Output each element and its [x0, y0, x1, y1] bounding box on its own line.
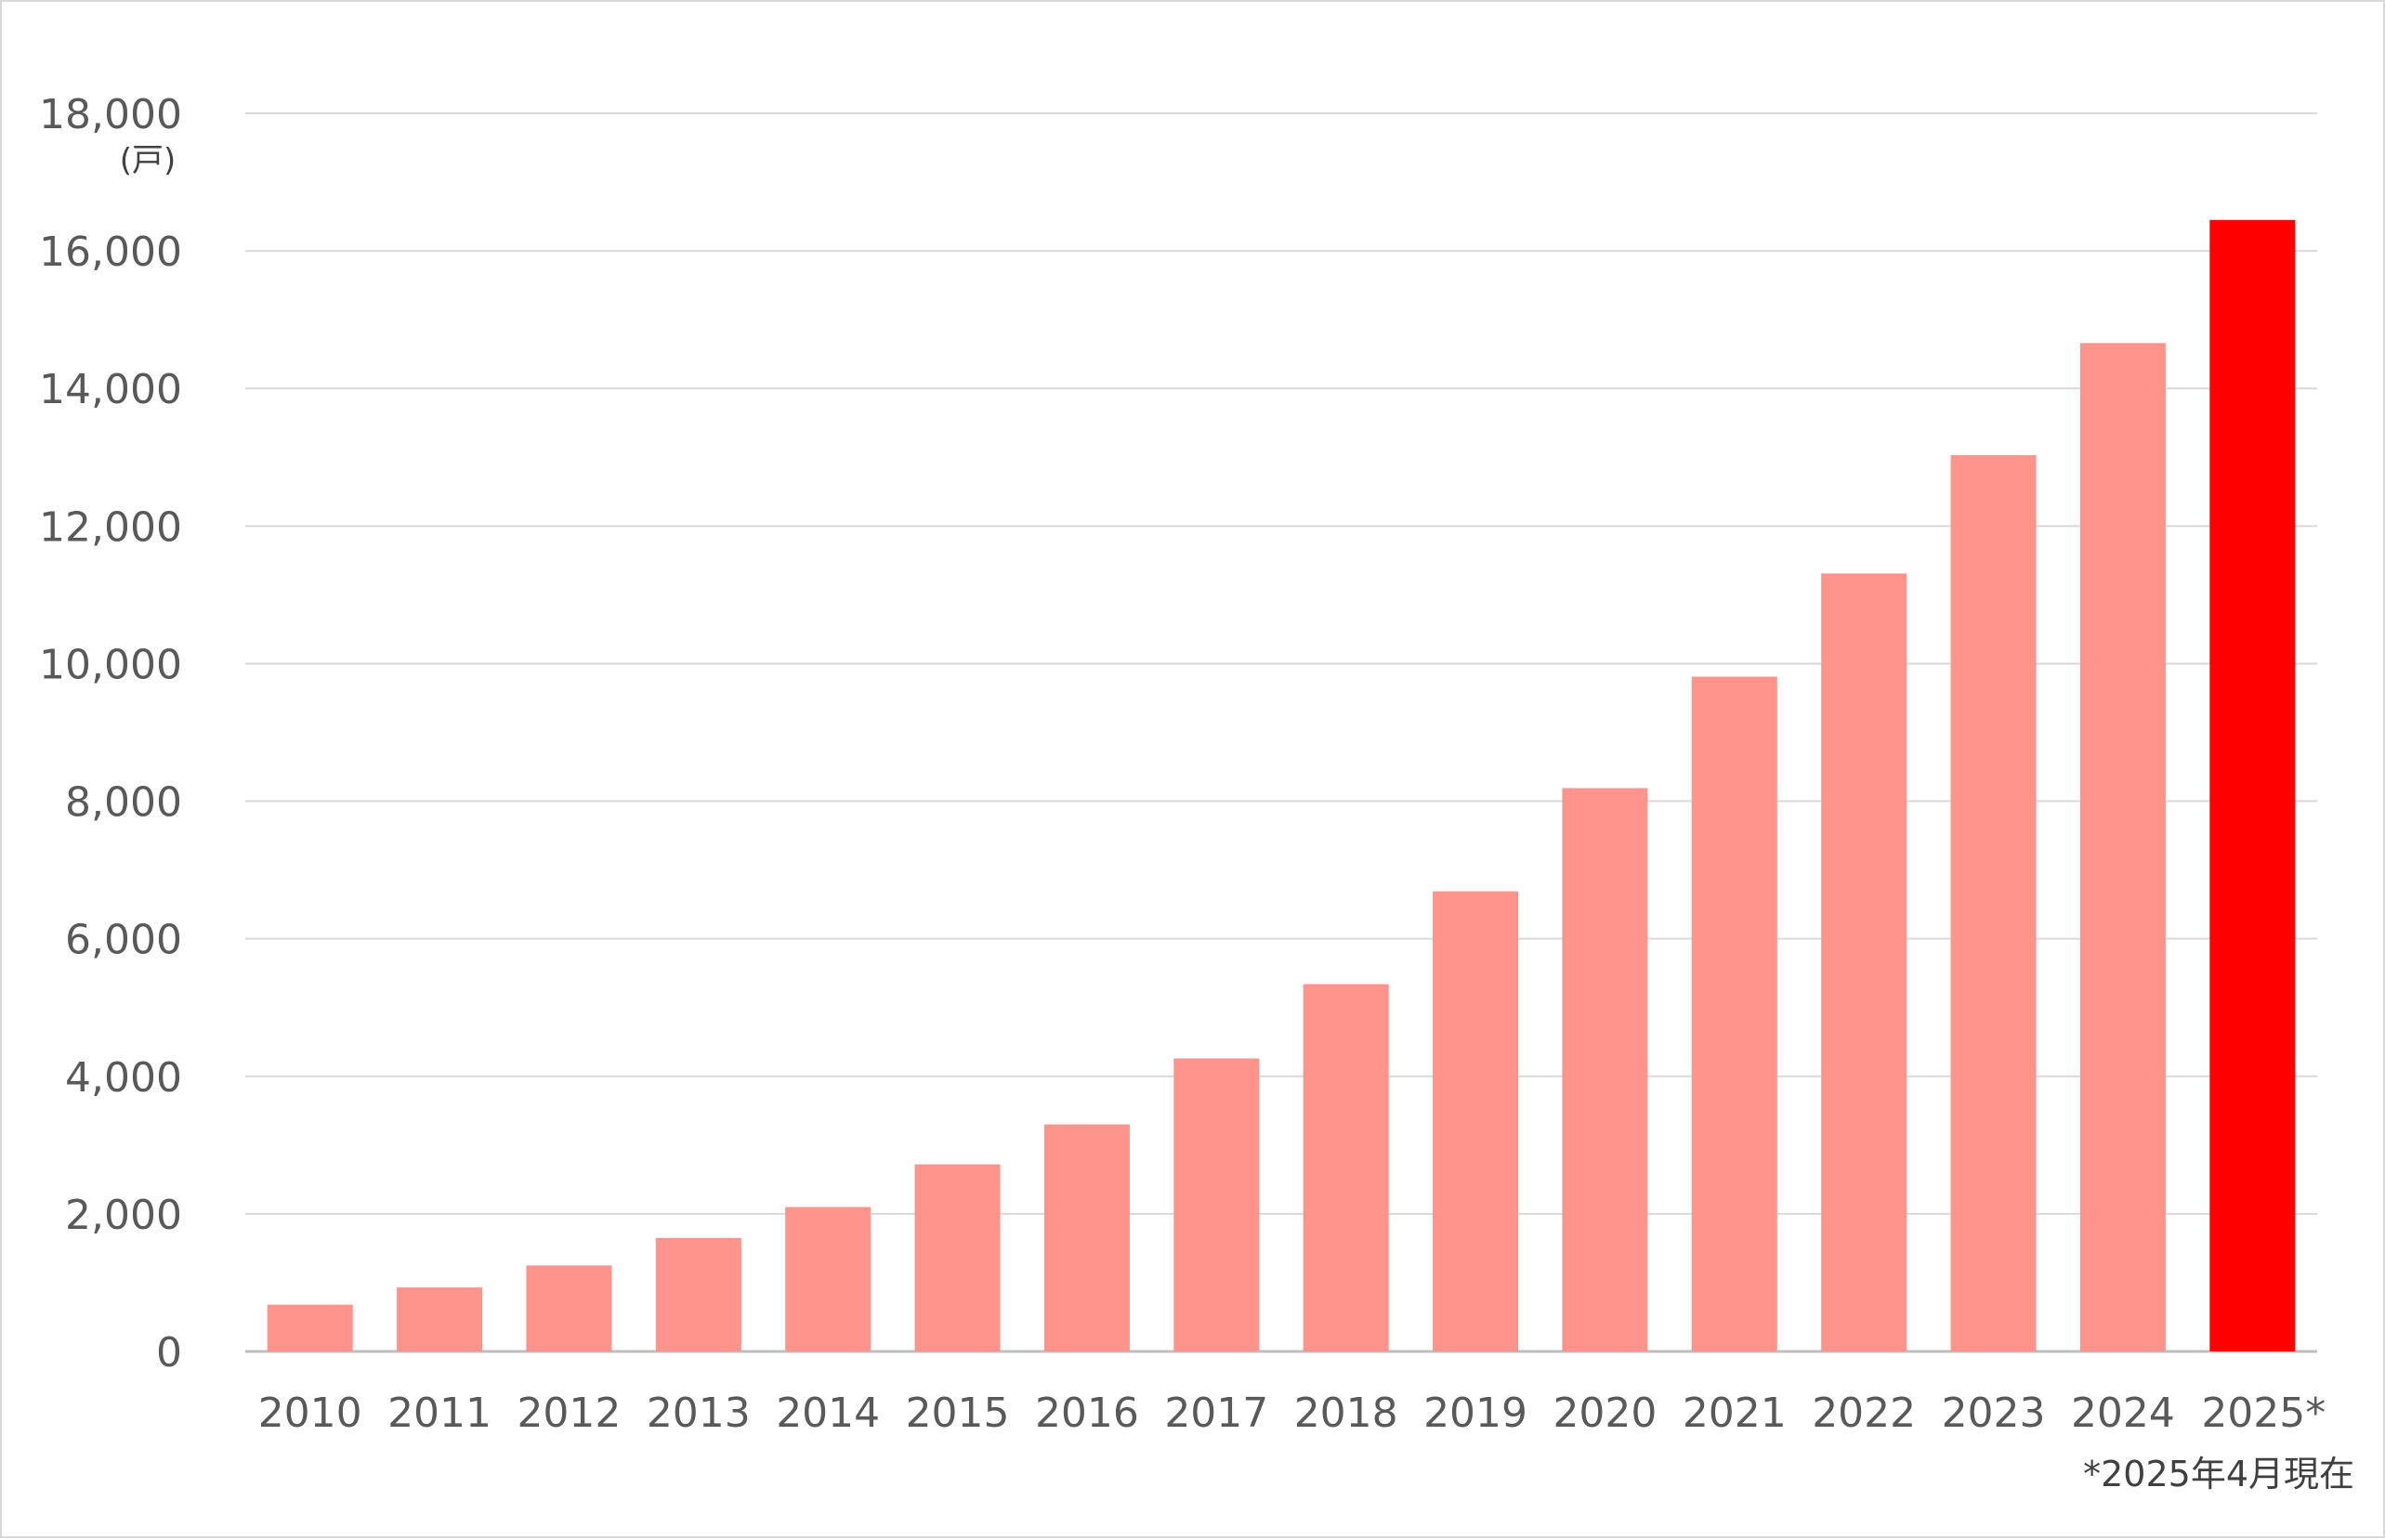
y-tick-label: 8,000 [65, 779, 182, 827]
x-tick-label: 2020 [1553, 1390, 1657, 1437]
bar-2010 [267, 1304, 353, 1351]
x-tick-label: 2016 [1035, 1390, 1139, 1437]
bar-2013 [655, 1237, 741, 1351]
x-axis-ticks: 2010 2011 2012 2013 2014 2015 2016 2017 2018 2019… [258, 1390, 2326, 1437]
bar-2020 [1562, 788, 1648, 1351]
y-tick-label: 14,000 [39, 366, 182, 413]
bar-2018 [1303, 984, 1389, 1351]
x-tick-label: 2023 [1942, 1390, 2046, 1437]
y-tick-label: 4,000 [65, 1054, 182, 1102]
y-tick-label: 10,000 [39, 641, 182, 688]
bar-2022 [1821, 573, 1907, 1351]
x-tick-label: 2013 [647, 1390, 751, 1437]
bar-2017 [1173, 1058, 1260, 1351]
y-axis-unit-label: (戸) [120, 142, 177, 179]
x-tick-label: 2011 [387, 1390, 491, 1437]
footnote: *2025年4月現在 [2083, 1454, 2354, 1494]
y-tick-label: 18,000 [39, 91, 182, 138]
x-tick-label: 2018 [1294, 1390, 1398, 1437]
bar-2015 [914, 1164, 1001, 1351]
x-tick-label: 2012 [517, 1390, 621, 1437]
x-tick-label: 2025* [2201, 1390, 2326, 1437]
y-tick-label: 6,000 [65, 917, 182, 964]
bar-2012 [526, 1265, 612, 1351]
x-tick-label: 2015 [906, 1390, 1010, 1437]
x-tick-label: 2019 [1423, 1390, 1527, 1437]
y-tick-label: 0 [156, 1329, 182, 1377]
y-tick-label: 16,000 [39, 228, 182, 276]
bar-2016 [1043, 1124, 1130, 1351]
y-axis-ticks: 0 2,000 4,000 6,000 8,000 10,000 12,000 14,000 1… [39, 91, 182, 1377]
y-tick-label: 2,000 [65, 1192, 182, 1239]
x-tick-label: 2017 [1164, 1390, 1268, 1437]
bar-2024 [2079, 343, 2166, 1351]
bars [267, 219, 2296, 1351]
x-tick-label: 2024 [2071, 1390, 2175, 1437]
x-tick-label: 2021 [1683, 1390, 1787, 1437]
x-tick-label: 2014 [776, 1390, 880, 1437]
y-tick-label: 12,000 [39, 503, 182, 551]
gridlines [245, 112, 2317, 1353]
x-tick-label: 2022 [1812, 1390, 1916, 1437]
bar-2019 [1433, 891, 1519, 1351]
bar-2011 [397, 1287, 483, 1351]
bar-2025 [2209, 219, 2296, 1351]
bar-2014 [785, 1207, 871, 1351]
bar-2023 [1950, 455, 2037, 1351]
x-tick-label: 2010 [258, 1390, 362, 1437]
bar-2021 [1691, 676, 1777, 1351]
